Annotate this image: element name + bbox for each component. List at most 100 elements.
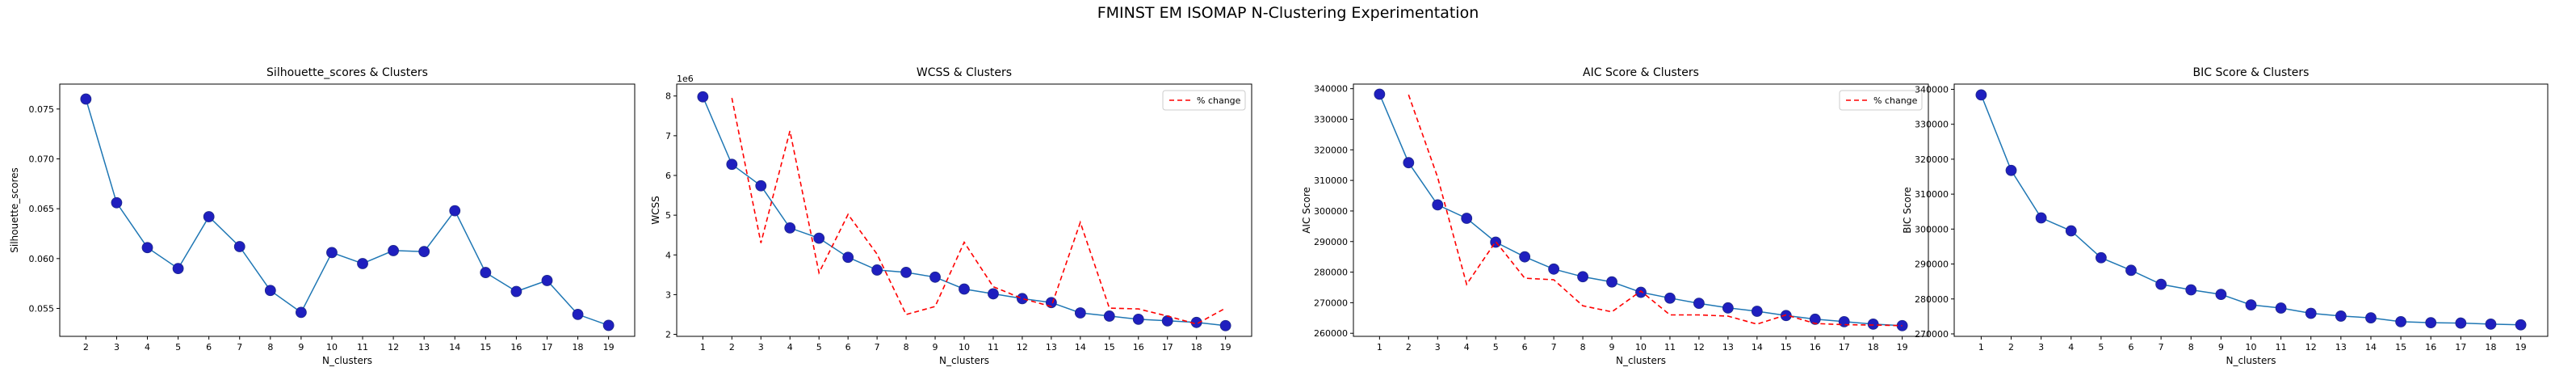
x-tick-label: 18 <box>1191 342 1202 353</box>
x-tick-label: 14 <box>2365 342 2377 353</box>
data-point <box>2485 318 2497 330</box>
data-point <box>326 247 338 259</box>
x-tick-label: 4 <box>2068 342 2074 353</box>
data-point <box>357 258 368 269</box>
data-point <box>959 283 970 295</box>
x-tick-label: 7 <box>2159 342 2164 353</box>
data-point <box>1867 318 1879 330</box>
legend-box <box>1839 90 1923 111</box>
data-point <box>1809 313 1821 325</box>
data-point <box>1722 302 1734 314</box>
data-point <box>2005 164 2017 176</box>
x-tick-label: 17 <box>1162 342 1173 353</box>
x-tick-label: 17 <box>2455 342 2466 353</box>
x-tick-label: 11 <box>2276 342 2287 353</box>
x-tick-label: 4 <box>1464 342 1470 353</box>
x-tick-label: 4 <box>145 342 150 353</box>
data-point <box>2185 284 2197 296</box>
y-tick-label: 270000 <box>1915 329 1949 340</box>
x-tick-label: 5 <box>816 342 822 353</box>
y-tick-label: 3 <box>665 289 671 300</box>
data-point <box>2065 225 2077 237</box>
x-tick-label: 1 <box>700 342 706 353</box>
x-axis-label: N_clusters <box>939 355 989 366</box>
legend-box <box>1162 90 1246 111</box>
data-point <box>203 211 215 222</box>
data-point <box>418 246 430 258</box>
plot-frame <box>1353 83 1929 337</box>
y-tick-label: 7 <box>665 131 671 141</box>
data-point <box>141 242 153 254</box>
y-tick-label: 310000 <box>1314 175 1348 186</box>
y-tick-label: 6 <box>665 171 671 181</box>
y-tick-label: 5 <box>665 210 671 221</box>
data-point <box>1403 157 1415 169</box>
x-tick-label: 10 <box>959 342 970 353</box>
data-point <box>1374 88 1386 100</box>
x-tick-label: 18 <box>1868 342 1879 353</box>
y-tick-label: 320000 <box>1314 145 1348 155</box>
data-point <box>80 93 92 105</box>
data-point <box>1896 319 1908 331</box>
plot-frame <box>59 83 636 337</box>
x-tick-label: 6 <box>845 342 851 353</box>
x-tick-label: 8 <box>2188 342 2194 353</box>
data-point <box>1219 319 1231 331</box>
y-tick-label: 300000 <box>1915 224 1949 234</box>
data-point <box>813 232 825 244</box>
y-tick-label: 310000 <box>1915 189 1949 200</box>
x-tick-label: 12 <box>388 342 399 353</box>
x-tick-label: 3 <box>114 342 120 353</box>
x-tick-label: 14 <box>449 342 460 353</box>
x-tick-label: 13 <box>2335 342 2347 353</box>
data-point <box>2395 315 2407 327</box>
plot-frame <box>1953 83 2549 337</box>
data-point <box>510 285 522 298</box>
x-tick-label: 16 <box>510 342 522 353</box>
y-tick-label: 0.070 <box>29 154 55 164</box>
x-tick-label: 1 <box>1978 342 1984 353</box>
data-point <box>1017 293 1028 305</box>
data-point <box>1751 306 1763 317</box>
y-tick-label: 260000 <box>1314 328 1348 339</box>
x-tick-label: 11 <box>357 342 368 353</box>
x-tick-label: 2 <box>729 342 735 353</box>
series-line-percent-change <box>1408 94 1903 327</box>
x-tick-label: 9 <box>933 342 938 353</box>
y-tick-label: 300000 <box>1314 206 1348 217</box>
x-tick-label: 7 <box>875 342 880 353</box>
x-axis-label: N_clusters <box>2226 355 2276 366</box>
x-tick-label: 6 <box>2129 342 2134 353</box>
data-point <box>784 222 796 234</box>
legend-label: % change <box>1873 95 1918 106</box>
x-tick-label: 7 <box>1551 342 1557 353</box>
data-point <box>755 179 767 192</box>
x-tick-label: 11 <box>1664 342 1676 353</box>
y-axis-label: Silhouette_scores <box>9 167 20 253</box>
x-tick-label: 5 <box>2098 342 2104 353</box>
x-tick-label: 18 <box>573 342 584 353</box>
y-tick-label: 340000 <box>1915 84 1949 95</box>
data-point <box>2455 317 2467 329</box>
data-point <box>2095 251 2107 264</box>
y-tick-label: 290000 <box>1314 237 1348 247</box>
data-point <box>572 308 584 320</box>
series-line-percent-change <box>731 98 1226 325</box>
x-tick-label: 2 <box>1406 342 1412 353</box>
y-tick-label: 270000 <box>1314 298 1348 308</box>
y-tick-label: 4 <box>665 250 671 260</box>
data-point <box>264 285 276 297</box>
y-tick-label: 280000 <box>1915 294 1949 305</box>
data-point <box>2275 302 2287 314</box>
x-tick-label: 10 <box>326 342 338 353</box>
data-point <box>295 306 307 319</box>
x-tick-label: 18 <box>2485 342 2496 353</box>
data-point <box>1074 307 1086 319</box>
data-point <box>233 241 245 252</box>
x-tick-label: 12 <box>2305 342 2317 353</box>
